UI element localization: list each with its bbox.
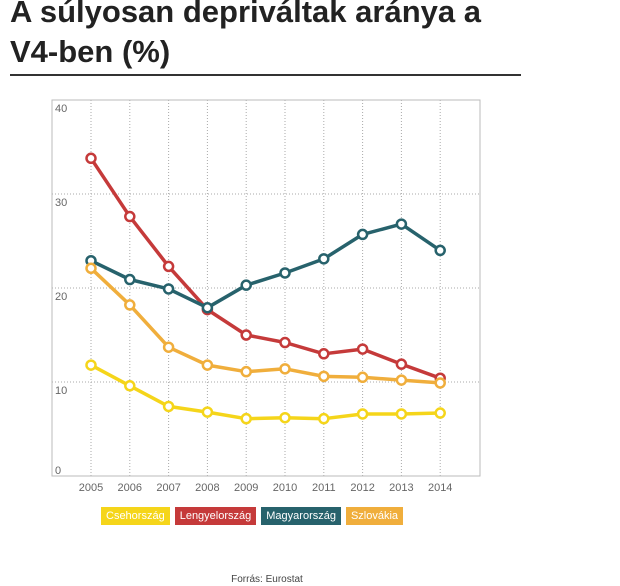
legend-entry: Szlovákia <box>345 507 404 525</box>
data-point <box>240 365 252 378</box>
x-tick-label: 2005 <box>79 482 103 494</box>
y-tick-label: 10 <box>55 385 67 397</box>
data-point <box>318 348 330 360</box>
plot-frame <box>51 99 481 477</box>
data-point <box>318 370 330 383</box>
series-line <box>89 222 442 310</box>
series-line <box>89 156 442 380</box>
tick-labels: 0 10 20 30 40 2005 2006 2007 2008 2009 2010 2011 201… <box>55 103 452 494</box>
data-point <box>279 411 291 424</box>
data-point <box>124 210 136 223</box>
data-point <box>356 371 369 384</box>
x-tick-label: 2013 <box>389 482 413 494</box>
title-underline <box>10 74 521 76</box>
legend-entry: Magyarország <box>261 507 341 525</box>
x-tick-label: 2011 <box>312 482 336 494</box>
data-point <box>162 400 175 413</box>
x-tick-label: 2012 <box>350 482 374 494</box>
series-lines <box>89 156 442 421</box>
data-point <box>279 267 291 279</box>
data-point <box>85 262 97 275</box>
data-point <box>318 412 330 425</box>
data-point <box>434 407 446 419</box>
x-tick-label: 2010 <box>273 482 297 494</box>
series-points <box>85 152 446 425</box>
data-point <box>356 228 369 241</box>
data-point <box>85 152 97 165</box>
x-tick-label: 2006 <box>118 482 142 494</box>
data-point <box>434 244 446 257</box>
data-point <box>201 406 214 418</box>
data-point <box>318 253 330 265</box>
data-point <box>240 279 252 291</box>
y-tick-label: 20 <box>55 291 67 303</box>
y-tick-label: 0 <box>55 465 61 477</box>
data-point <box>201 359 214 371</box>
data-point <box>124 380 136 392</box>
data-point <box>395 358 408 370</box>
source-note: Forrás: Eurostat <box>231 574 303 585</box>
legend-entry: Csehország <box>101 507 170 525</box>
data-point <box>162 341 175 353</box>
axes <box>51 99 481 477</box>
x-tick-label: 2014 <box>428 482 452 494</box>
data-point <box>279 363 291 375</box>
data-point <box>395 218 408 230</box>
series-line <box>89 266 442 385</box>
chart-title: A súlyosan depriváltak aránya a V4-ben (… <box>10 0 481 69</box>
x-tick-label: 2008 <box>195 482 219 494</box>
data-point <box>356 408 369 420</box>
data-point <box>201 301 214 314</box>
data-point <box>162 283 175 295</box>
data-point <box>124 273 136 286</box>
data-point <box>356 343 369 355</box>
x-tick-label: 2007 <box>156 482 180 494</box>
data-point <box>240 329 252 341</box>
legend: Csehország Lengyelország Magyarország Szlov… <box>101 507 404 525</box>
y-tick-label: 30 <box>55 197 67 209</box>
data-point <box>124 299 136 311</box>
x-tick-label: 2009 <box>234 482 258 494</box>
data-point <box>162 260 175 273</box>
data-point <box>395 408 408 420</box>
y-tick-label: 40 <box>55 103 67 115</box>
data-point <box>395 374 408 386</box>
data-point <box>279 336 291 349</box>
data-point <box>240 412 252 425</box>
data-point <box>434 377 446 389</box>
series-line <box>89 363 442 421</box>
legend-entry: Lengyelország <box>174 507 257 525</box>
data-point <box>85 359 97 371</box>
